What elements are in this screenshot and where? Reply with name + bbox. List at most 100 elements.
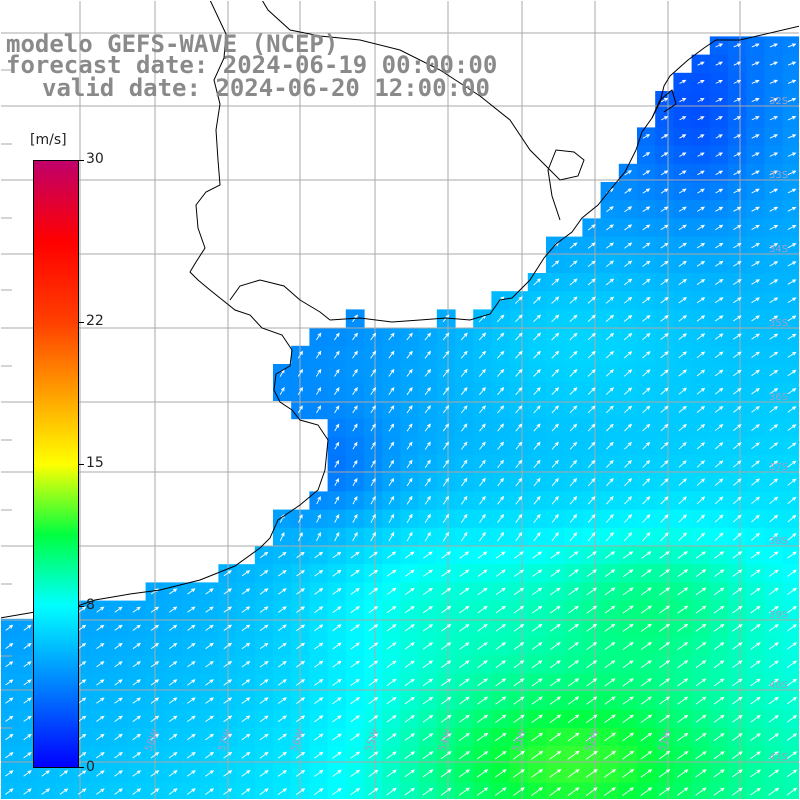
wind-arrow	[368, 660, 379, 668]
colorbar	[33, 160, 79, 768]
wind-arrow	[587, 441, 596, 450]
wind-arrow	[786, 660, 798, 668]
wind-arrow	[769, 61, 779, 66]
wind-arrow	[606, 496, 614, 505]
wind-arrow	[422, 696, 434, 705]
wind-arrow	[370, 441, 376, 450]
wind-arrow	[787, 134, 797, 139]
wind-arrow	[751, 369, 760, 377]
wind-arrow	[660, 496, 669, 505]
wind-arrow	[404, 696, 415, 705]
wind-arrow	[497, 513, 505, 523]
wind-arrow	[569, 459, 578, 468]
wind-arrow	[350, 678, 360, 686]
wind-arrow	[277, 715, 287, 723]
wind-arrow	[659, 660, 671, 669]
colorbar-tick-label: 30	[86, 151, 104, 167]
wind-arrow	[568, 569, 579, 577]
wind-arrow	[658, 750, 671, 760]
wind-arrow	[205, 660, 214, 668]
wind-arrow	[624, 170, 633, 176]
wind-arrow	[259, 751, 269, 759]
wind-arrow	[5, 752, 14, 759]
wind-arrow	[223, 715, 233, 723]
wind-arrow	[713, 751, 725, 760]
wind-arrow	[495, 551, 506, 559]
wind-arrow	[786, 642, 798, 650]
wind-arrow	[787, 43, 797, 48]
wind-arrow	[659, 641, 671, 650]
wind-arrow	[531, 623, 543, 632]
wind-speed-cells	[0, 36, 800, 800]
wind-arrow	[623, 551, 634, 559]
wind-arrow	[787, 478, 797, 486]
wind-arrow	[168, 751, 178, 759]
wind-arrow	[640, 623, 652, 632]
wind-arrow	[531, 714, 543, 723]
wind-arrow	[497, 441, 505, 450]
wind-arrow	[388, 495, 395, 505]
wind-arrow	[533, 296, 542, 304]
wind-arrow	[334, 495, 340, 505]
wind-arrow	[497, 368, 505, 377]
wind-arrow	[150, 715, 160, 722]
wind-arrow	[477, 587, 488, 596]
wind-arrow	[132, 751, 142, 759]
wind-arrow	[441, 587, 452, 596]
wind-arrow	[259, 588, 269, 595]
wind-arrow	[696, 514, 706, 523]
wind-arrow	[96, 624, 105, 631]
wind-arrow	[695, 696, 707, 705]
wind-arrow	[533, 459, 541, 468]
wind-arrow	[96, 643, 105, 649]
wind-arrow	[388, 513, 395, 523]
wind-arrow	[513, 750, 525, 760]
wind-arrow	[386, 733, 397, 741]
wind-arrow	[78, 606, 87, 613]
wind-arrow	[787, 514, 797, 523]
wind-arrow	[114, 770, 123, 777]
wind-arrow	[332, 660, 342, 668]
wind-arrow	[241, 769, 251, 777]
wind-arrow	[497, 405, 505, 414]
wind-arrow	[605, 296, 615, 304]
wind-arrow	[477, 642, 488, 650]
wind-arrow	[205, 733, 215, 741]
wind-arrow	[751, 297, 760, 304]
wind-arrow	[768, 569, 779, 577]
wind-arrow	[296, 588, 306, 595]
wind-arrow	[422, 678, 434, 687]
wind-arrow	[495, 605, 506, 614]
wind-arrow	[350, 587, 360, 595]
wind-arrow	[406, 350, 413, 359]
wind-arrow	[458, 732, 470, 742]
wind-arrow	[350, 751, 361, 759]
wind-arrow	[314, 642, 324, 650]
wind-arrow	[787, 532, 797, 541]
wind-arrow	[551, 387, 560, 396]
wind-arrow	[750, 714, 761, 723]
wind-arrow	[569, 441, 578, 450]
wind-arrow	[750, 551, 761, 559]
wind-arrow	[223, 660, 233, 668]
wind-arrow	[424, 332, 432, 341]
wind-arrow	[751, 188, 760, 194]
wind-arrow	[422, 733, 434, 741]
wind-arrow	[713, 587, 725, 596]
wind-arrow	[787, 297, 797, 303]
wind-arrow	[787, 116, 797, 121]
wind-arrow	[424, 350, 432, 359]
wind-arrow	[169, 642, 178, 650]
wind-arrow	[533, 387, 541, 396]
wind-arrow	[751, 406, 760, 413]
wind-arrow	[334, 368, 340, 377]
wind-arrow	[477, 660, 488, 669]
wind-arrow	[495, 569, 506, 577]
wind-arrow	[750, 696, 761, 705]
wind-arrow	[695, 732, 707, 742]
wind-arrow	[223, 588, 233, 595]
wind-arrow	[352, 477, 358, 487]
wind-arrow	[677, 732, 689, 742]
wind-arrow	[585, 732, 598, 742]
